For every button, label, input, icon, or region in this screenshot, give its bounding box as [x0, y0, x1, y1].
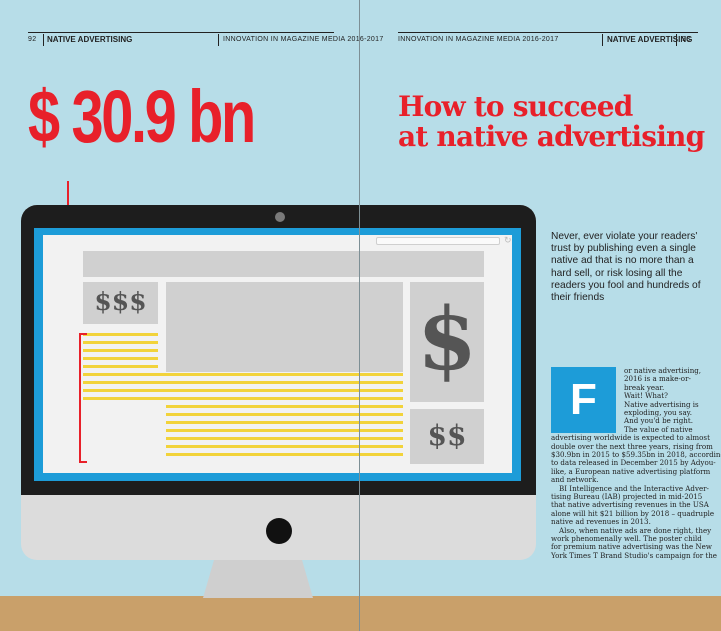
ad-stripe: [166, 413, 403, 416]
callout-bracket: [79, 333, 87, 335]
ad-stripe: [83, 397, 403, 400]
callout-bracket: [79, 461, 87, 463]
ad-stripe: [83, 373, 403, 376]
body-line: work phenomenally well. The poster child: [551, 534, 702, 543]
body-line: Also, when native ads are done right, th…: [559, 525, 712, 535]
header-separator: [602, 34, 603, 46]
body-line: like, a European native advertising plat…: [551, 466, 711, 476]
ad-stripe: [166, 453, 403, 456]
page-number-left: 92: [28, 36, 37, 43]
section-label-right: NATIVE ADVERTISING: [607, 35, 693, 44]
body-line: Native advertising is: [624, 399, 699, 409]
ad-stripe: [166, 421, 403, 424]
ad-stripe: [83, 357, 158, 360]
monitor-button-icon: [266, 518, 292, 544]
body-line: exploding, you say.: [624, 408, 692, 417]
ad-stripe: [83, 381, 403, 384]
section-label-left: NATIVE ADVERTISING: [47, 35, 133, 44]
refresh-icon: ↻: [504, 235, 512, 245]
address-bar: [376, 237, 500, 245]
ad-stripe: [166, 429, 403, 432]
headline-line: at native advertising: [398, 120, 705, 153]
ad-stripe: [83, 341, 158, 344]
body-line: tising Bureau (IAB) projected in mid-201…: [551, 492, 703, 501]
header-separator: [676, 34, 677, 46]
ad-stripe: [83, 365, 158, 368]
content-block: [166, 282, 403, 372]
body-line: York Times T Brand Studio's campaign for…: [551, 550, 717, 560]
body-line: And you'd be right.: [624, 416, 693, 426]
ad-stripe: [83, 349, 158, 352]
body-line: to data released in December 2015 by Ady…: [551, 458, 716, 468]
body-line: BI Intelligence and the Interactive Adve…: [559, 483, 709, 493]
publication-label-left: INNOVATION IN MAGAZINE MEDIA 2016-2017: [223, 36, 384, 43]
header-separator: [218, 34, 219, 46]
camera-icon: [275, 212, 285, 222]
body-line: break year.: [624, 382, 665, 392]
body-line: that native advertising revenues in the …: [551, 500, 709, 510]
ad-stripe: [83, 333, 158, 336]
ad-stripe: [166, 437, 403, 440]
page-spine: [359, 0, 360, 631]
body-line: native ad revenues in 2013.: [551, 517, 651, 527]
dollar-signs-icon: $$$: [94, 287, 147, 316]
headline-line: How to succeed: [398, 90, 633, 123]
body-line: double over the next three years, rising…: [551, 441, 713, 451]
standfirst: Never, ever violate your readers' trust …: [551, 231, 701, 304]
double-dollar-icon: $$: [427, 419, 467, 452]
side-ad-block: [410, 282, 484, 402]
dollar-icon: $: [417, 289, 477, 390]
page-number-right: 93: [682, 36, 691, 43]
header-rule-right: [398, 32, 698, 33]
small-ad-block: [83, 282, 158, 324]
banner-block: [83, 251, 484, 277]
header-separator: [43, 34, 44, 46]
publication-label-right: INNOVATION IN MAGAZINE MEDIA 2016-2017: [398, 36, 559, 43]
body-line: The value of native: [624, 424, 693, 434]
header-rule-left: [28, 32, 334, 33]
body-line: alone will hit $21 billion by 2018 – qua…: [551, 508, 715, 518]
floor-strip: [0, 596, 721, 631]
article-headline: How to succeed at native advertising: [398, 90, 705, 153]
big-figure-value: $ 30.9 bn: [28, 75, 256, 158]
ad-stripe: [83, 389, 403, 392]
body-line: $30.9bn in 2015 to $59.35bn in 2018, acc…: [551, 450, 721, 459]
body-line: for premium native advertising was the N…: [551, 542, 712, 552]
monitor-stand: [203, 560, 313, 598]
body-line: 2016 is a make-or-: [624, 374, 691, 384]
ad-stripe: [166, 445, 403, 448]
body-line: and network.: [551, 475, 599, 485]
body-line: Wait! What?: [624, 391, 668, 401]
ad-stripe: [166, 405, 403, 408]
callout-bracket: [79, 333, 81, 463]
body-line: or native advertising,: [624, 366, 702, 375]
side-ad-block-small: [410, 409, 484, 464]
drop-cap: F: [551, 367, 616, 433]
body-line: advertising worldwide is expected to alm…: [551, 433, 710, 443]
